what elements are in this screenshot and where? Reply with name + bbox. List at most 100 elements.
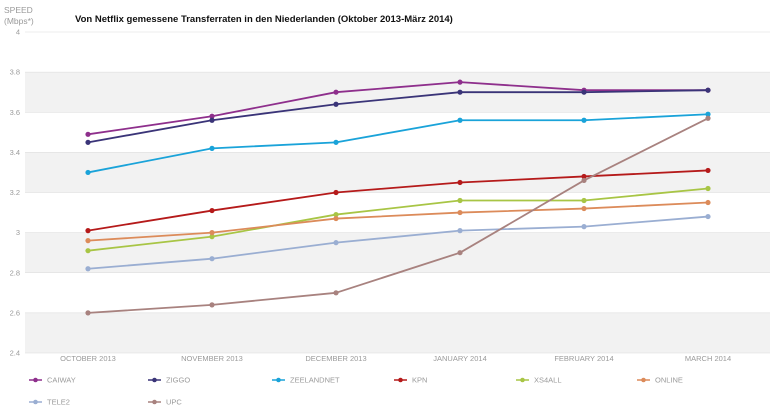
legend-swatch-dot xyxy=(276,377,281,383)
y-axis-ticks: 4 3.8 3.6 3.4 3.2 3 2.8 2.6 2.4 xyxy=(10,28,20,358)
data-point xyxy=(209,117,215,123)
data-point xyxy=(705,115,711,121)
legend-item-xs4all: XS4ALL xyxy=(516,376,562,385)
y-axis-label-line2: (Mbps*) xyxy=(4,16,34,26)
legend-item-caiway: CAIWAY xyxy=(29,376,76,385)
data-point xyxy=(581,177,587,184)
chart-title: Von Netflix gemessene Transferraten in d… xyxy=(75,14,453,25)
data-point xyxy=(85,248,91,254)
legend-item-ziggo: ZIGGO xyxy=(148,376,190,385)
data-point xyxy=(457,228,463,234)
data-point xyxy=(333,290,339,296)
series-kpn xyxy=(85,167,711,234)
legend-item-tele2: TELE2 xyxy=(29,398,70,407)
data-point xyxy=(85,310,91,316)
legend-label: TELE2 xyxy=(47,398,70,407)
series-line xyxy=(87,215,709,270)
data-point xyxy=(333,139,339,145)
data-point xyxy=(85,228,91,234)
data-point xyxy=(209,113,215,119)
x-tick-label: JANUARY 2014 xyxy=(433,354,487,363)
x-tick-label: FEBRUARY 2014 xyxy=(554,354,613,363)
series-line xyxy=(87,169,709,232)
series-upc xyxy=(85,115,711,316)
y-tick-label: 3 xyxy=(16,228,20,237)
data-point xyxy=(85,266,91,272)
legend-label: KPN xyxy=(412,376,427,385)
data-point xyxy=(85,169,91,176)
x-tick-label: DECEMBER 2013 xyxy=(305,354,366,363)
legend-swatch-dot xyxy=(33,377,38,383)
data-point xyxy=(457,79,463,85)
series-line xyxy=(87,187,709,252)
data-point xyxy=(85,238,91,244)
series-online xyxy=(85,199,711,244)
data-point xyxy=(333,101,339,107)
data-point xyxy=(333,189,339,196)
data-point xyxy=(581,205,587,212)
data-point xyxy=(333,215,339,222)
y-tick-label: 3.2 xyxy=(10,188,20,197)
series-line xyxy=(87,113,709,174)
legend-label: CAIWAY xyxy=(47,376,76,385)
legend-item-zeelandnet: ZEELANDNET xyxy=(272,376,340,385)
data-point xyxy=(705,213,711,220)
series-tele2 xyxy=(85,213,711,272)
data-point xyxy=(209,256,215,262)
data-point xyxy=(85,139,91,145)
data-point xyxy=(581,173,587,180)
x-axis-ticks: OCTOBER 2013 NOVEMBER 2013 DECEMBER 2013 JA… xyxy=(60,354,731,363)
legend-item-kpn: KPN xyxy=(394,376,427,385)
x-tick-label: OCTOBER 2013 xyxy=(60,354,116,363)
data-point xyxy=(581,224,587,230)
data-point xyxy=(705,167,711,174)
data-point xyxy=(457,179,463,186)
y-tick-label: 4 xyxy=(16,28,20,37)
legend-label: XS4ALL xyxy=(534,376,562,385)
data-point xyxy=(581,89,587,95)
legend-swatch-dot xyxy=(641,377,646,383)
legend-swatch-dot xyxy=(152,399,157,405)
data-point xyxy=(209,302,215,308)
legend-swatch-dot xyxy=(398,377,403,383)
data-point xyxy=(705,111,711,117)
legend: CAIWAY ZIGGO ZEELANDNET KPN XS4ALL ONLINE TELE… xyxy=(29,376,683,407)
series-line xyxy=(87,117,709,314)
series-line xyxy=(87,201,709,242)
y-tick-label: 3.6 xyxy=(10,108,20,117)
y-tick-label: 2.4 xyxy=(10,349,20,358)
data-point xyxy=(333,240,339,246)
y-axis-label-line1: SPEED xyxy=(4,5,33,15)
series-line xyxy=(87,89,709,144)
legend-item-upc: UPC xyxy=(148,398,182,407)
legend-swatch-dot xyxy=(152,377,157,383)
data-point xyxy=(457,117,463,123)
grid xyxy=(25,31,770,354)
data-point xyxy=(209,230,215,236)
legend-label: ZEELANDNET xyxy=(290,376,340,385)
data-point xyxy=(333,89,339,95)
grid-band xyxy=(25,152,770,193)
data-point xyxy=(581,117,587,123)
series-line xyxy=(87,81,708,136)
data-point xyxy=(209,234,215,240)
data-point xyxy=(85,131,91,137)
series-zeelandnet xyxy=(85,111,711,176)
series-lines xyxy=(85,79,711,316)
data-point xyxy=(705,199,711,206)
series-ziggo xyxy=(85,87,711,145)
data-point xyxy=(581,197,587,204)
data-point xyxy=(333,211,339,218)
grid-band xyxy=(25,312,770,353)
data-point xyxy=(705,185,711,192)
legend-label: ONLINE xyxy=(655,376,683,385)
legend-label: ZIGGO xyxy=(166,376,190,385)
y-tick-label: 3.8 xyxy=(10,68,20,77)
series-xs4all xyxy=(85,185,711,254)
data-point xyxy=(457,209,463,216)
legend-item-online: ONLINE xyxy=(637,376,683,385)
data-point xyxy=(209,145,215,151)
grid-band xyxy=(25,232,770,273)
legend-label: UPC xyxy=(166,398,182,407)
